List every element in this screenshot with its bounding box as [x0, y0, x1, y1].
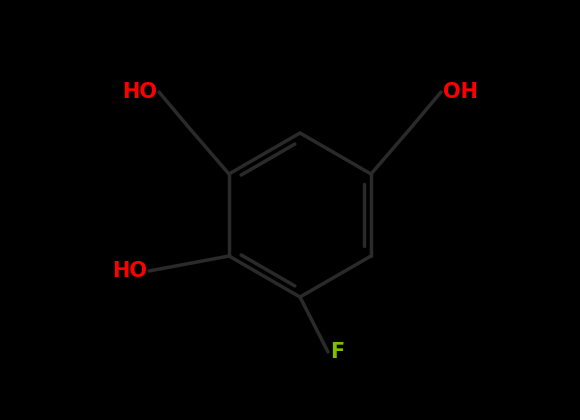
Text: HO: HO — [112, 261, 147, 281]
Text: HO: HO — [122, 82, 157, 102]
Text: OH: OH — [443, 82, 478, 102]
Text: F: F — [330, 342, 345, 362]
